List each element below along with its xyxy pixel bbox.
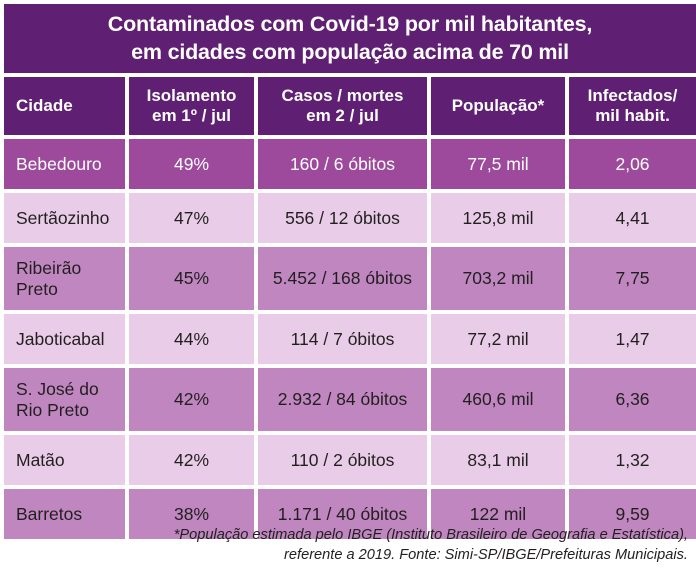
cell-isolation: 45% xyxy=(129,247,254,310)
cell-city: Sertãozinho xyxy=(4,193,125,243)
cell-population: 83,1 mil xyxy=(431,435,565,485)
cell-city-line1: Jaboticabal xyxy=(16,328,105,349)
data-table: Cidade Isolamento em 1º / jul Casos / mo… xyxy=(4,77,696,539)
cell-population: 703,2 mil xyxy=(431,247,565,310)
cell-city-line1: Bebedouro xyxy=(16,153,102,174)
cell-city: Matão xyxy=(4,435,125,485)
title-line-1: Contaminados com Covid-19 por mil habita… xyxy=(107,11,593,36)
cell-population: 125,8 mil xyxy=(431,193,565,243)
cell-population: 77,2 mil xyxy=(431,314,565,364)
footnote-line-1: *População estimada pelo IBGE (Instituto… xyxy=(173,526,688,543)
column-header-cases: Casos / mortes em 2 / jul xyxy=(258,77,427,135)
cell-population: 460,6 mil xyxy=(431,368,565,431)
cell-cases: 1.171 / 40 óbitos xyxy=(258,489,427,539)
column-header-city-line1: Cidade xyxy=(16,96,73,116)
column-header-city: Cidade xyxy=(4,77,125,135)
column-header-population-line1: População* xyxy=(451,96,545,116)
cell-infected: 4,41 xyxy=(569,193,696,243)
infographic-title-bar: Contaminados com Covid-19 por mil habita… xyxy=(4,4,696,73)
cell-cases: 5.452 / 168 óbitos xyxy=(258,247,427,310)
column-header-isolation: Isolamento em 1º / jul xyxy=(129,77,254,135)
cell-isolation: 42% xyxy=(129,368,254,431)
table-row: Matão 42% 110 / 2 óbitos 83,1 mil 1,32 xyxy=(4,435,696,485)
column-header-isolation-line2: em 1º / jul xyxy=(152,106,231,125)
table-row: Bebedouro 49% 160 / 6 óbitos 77,5 mil 2,… xyxy=(4,139,696,189)
cell-city: Bebedouro xyxy=(4,139,125,189)
column-header-infected: Infectados/ mil habit. xyxy=(569,77,696,135)
footnote-line-2: referente a 2019. Fonte: Simi-SP/IBGE/Pr… xyxy=(284,547,688,564)
cell-city-line1: Ribeirão xyxy=(16,258,82,279)
footnote: *População estimada pelo IBGE (Instituto… xyxy=(4,525,692,566)
table-row: Barretos 38% 1.171 / 40 óbitos 122 mil 9… xyxy=(4,489,696,539)
column-header-infected-line2: mil habit. xyxy=(595,106,670,125)
cell-isolation: 44% xyxy=(129,314,254,364)
cell-cases: 556 / 12 óbitos xyxy=(258,193,427,243)
cell-cases: 2.932 / 84 óbitos xyxy=(258,368,427,431)
cell-population: 122 mil xyxy=(431,489,565,539)
cell-infected: 1,47 xyxy=(569,314,696,364)
cell-city-line1: Sertãozinho xyxy=(16,207,110,228)
cell-infected: 2,06 xyxy=(569,139,696,189)
column-header-cases-line2: em 2 / jul xyxy=(306,106,379,125)
cell-isolation: 47% xyxy=(129,193,254,243)
cell-city: Barretos xyxy=(4,489,125,539)
table-header-row: Cidade Isolamento em 1º / jul Casos / mo… xyxy=(4,77,696,135)
cell-cases: 114 / 7 óbitos xyxy=(258,314,427,364)
column-header-isolation-line1: Isolamento xyxy=(146,86,237,106)
table-row: Ribeirão Preto 45% 5.452 / 168 óbitos 70… xyxy=(4,247,696,310)
cell-isolation: 38% xyxy=(129,489,254,539)
cell-cases: 160 / 6 óbitos xyxy=(258,139,427,189)
cell-city-line1: S. José do xyxy=(16,379,99,400)
title-line-2: em cidades com população acima de 70 mil xyxy=(131,39,569,64)
cell-infected: 1,32 xyxy=(569,435,696,485)
table-row: S. José do Rio Preto 42% 2.932 / 84 óbit… xyxy=(4,368,696,431)
cell-infected: 9,59 xyxy=(569,489,696,539)
cell-isolation: 42% xyxy=(129,435,254,485)
column-header-cases-line1: Casos / mortes xyxy=(281,86,404,106)
cell-city-line1: Barretos xyxy=(16,503,83,524)
cell-city: Ribeirão Preto xyxy=(4,247,125,310)
cell-population: 77,5 mil xyxy=(431,139,565,189)
cell-city: S. José do Rio Preto xyxy=(4,368,125,431)
cell-city: Jaboticabal xyxy=(4,314,125,364)
table-row: Jaboticabal 44% 114 / 7 óbitos 77,2 mil … xyxy=(4,314,696,364)
cell-infected: 7,75 xyxy=(569,247,696,310)
cell-city-line2: Rio Preto xyxy=(16,399,89,420)
cell-city-line1: Matão xyxy=(16,449,65,470)
column-header-infected-line1: Infectados/ xyxy=(587,86,678,106)
cell-infected: 6,36 xyxy=(569,368,696,431)
table-row: Sertãozinho 47% 556 / 12 óbitos 125,8 mi… xyxy=(4,193,696,243)
cell-city-line2: Preto xyxy=(16,278,58,299)
cell-isolation: 49% xyxy=(129,139,254,189)
column-header-population: População* xyxy=(431,77,565,135)
cell-cases: 110 / 2 óbitos xyxy=(258,435,427,485)
